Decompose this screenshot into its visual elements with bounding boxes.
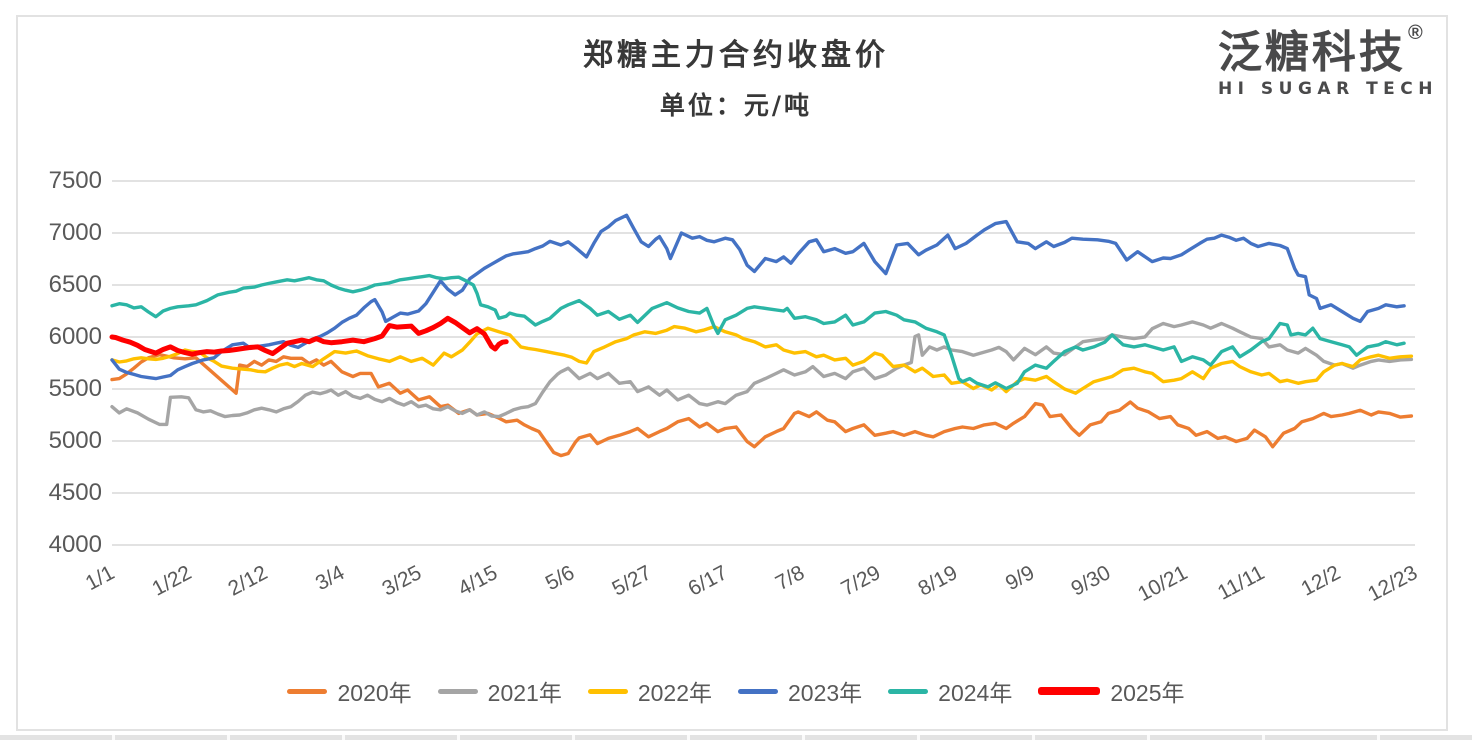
- y-tick-label-5500: 5500: [48, 375, 102, 402]
- legend-item-2023年: 2023年: [738, 674, 862, 708]
- legend-item-2024年: 2024年: [888, 674, 1012, 708]
- y-tick-label-7000: 7000: [48, 219, 102, 246]
- chart-title: 郑糖主力合约收盘价: [583, 38, 889, 73]
- series-line-2025年: [109, 315, 509, 357]
- logo-english-text: HI SUGAR TECH: [1217, 79, 1438, 99]
- y-tick-label-4000: 4000: [48, 531, 102, 558]
- legend-label: 2022年: [637, 680, 712, 706]
- price-series-lines: [109, 213, 1414, 458]
- legend-item-2025年: 2025年: [1038, 674, 1185, 708]
- legend-item-2021年: 2021年: [437, 674, 562, 708]
- legend-swatch-icon: [738, 688, 778, 694]
- legend-item-2020年: 2020年: [287, 674, 412, 708]
- legend-swatch-icon: [287, 688, 328, 694]
- chart-legend: 2020年 2021年 2022年 2023年 2024年 2025年: [0, 674, 1472, 708]
- registered-trademark-icon: ®: [1407, 22, 1423, 44]
- y-tick-label-7500: 7500: [48, 167, 102, 194]
- legend-label: 2023年: [788, 680, 863, 706]
- y-gridlines: [112, 180, 1415, 546]
- y-tick-label-6500: 6500: [48, 271, 102, 298]
- chart-unit-subtitle: 单位：元/吨: [659, 91, 813, 120]
- series-line-2021年: [110, 320, 1414, 427]
- legend-label: 2020年: [337, 680, 412, 706]
- y-tick-label-4500: 4500: [48, 479, 102, 506]
- legend-swatch-icon: [587, 688, 628, 694]
- series-line-2024年: [110, 273, 1406, 391]
- y-tick-label-6000: 6000: [48, 323, 102, 350]
- legend-swatch-icon: [437, 688, 478, 694]
- chart-frame: [16, 15, 1448, 731]
- legend-label: 2025年: [1110, 680, 1185, 706]
- spreadsheet-row-border: [0, 735, 1472, 740]
- legend-label: 2024年: [938, 680, 1013, 706]
- series-line-2022年: [110, 324, 1414, 395]
- hi-sugar-tech-logo: 泛糖科技 ® HI SUGAR TECH: [1218, 22, 1438, 99]
- legend-label: 2021年: [487, 680, 562, 706]
- logo-chinese-text: 泛糖科技: [1217, 27, 1406, 78]
- y-tick-label-5000: 5000: [48, 427, 102, 454]
- legend-swatch-icon: [888, 688, 929, 694]
- legend-swatch-icon: [1038, 687, 1101, 695]
- series-line-2020年: [110, 353, 1414, 458]
- series-line-2023年: [110, 213, 1406, 381]
- legend-item-2022年: 2022年: [587, 674, 712, 708]
